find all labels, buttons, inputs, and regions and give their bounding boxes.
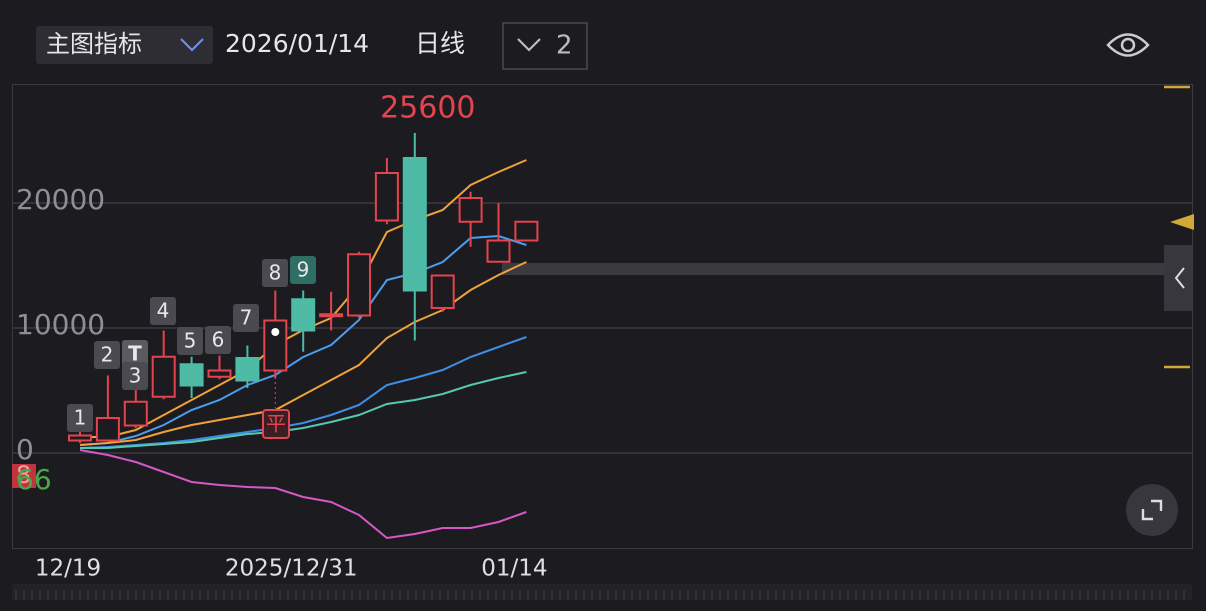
period-label: 日线: [415, 29, 465, 58]
candle-body: [207, 369, 232, 378]
candle-body: [458, 197, 483, 223]
candle-body: [402, 157, 427, 292]
marker-label: 4: [157, 299, 170, 323]
x-tick-label: 01/14: [481, 556, 547, 582]
marker-label: 6: [212, 328, 225, 352]
marker-label: 7: [240, 306, 253, 330]
marker-box: [262, 409, 290, 439]
marker-label: 2: [101, 343, 114, 367]
candle-body: [151, 355, 176, 398]
candle-body: [263, 319, 288, 372]
collapse-button[interactable]: [1164, 245, 1192, 311]
indicator-dropdown[interactable]: [36, 26, 213, 64]
price-band: [502, 263, 1192, 275]
candle-body: [68, 434, 92, 442]
y-tick-label: 20000: [16, 183, 105, 216]
candle-body: [486, 239, 511, 263]
ma-line: [79, 449, 527, 540]
candle-body: [95, 417, 120, 442]
max-label: 25600: [380, 91, 475, 126]
marker-label: 1: [74, 406, 87, 430]
candle-body: [319, 313, 344, 318]
eye-icon[interactable]: [1106, 33, 1150, 57]
count-arrow: [517, 38, 541, 52]
marker-label: 5: [184, 329, 197, 353]
chart: 0 10000 20000 12/19 2025/12/31 01/14 25600 1 2 T3…: [12, 91, 1192, 600]
marker-box: [177, 327, 203, 355]
candle-body: [430, 274, 455, 309]
ma-line: [79, 234, 527, 446]
collapse-arrow: [1174, 267, 1185, 289]
marker-box: [122, 362, 148, 390]
marker-label: T: [128, 342, 142, 366]
date-label: 2026/01/14: [225, 29, 369, 58]
side-label: 8: [16, 461, 31, 489]
marker-label: 9: [297, 258, 310, 282]
eye-outline: [1106, 33, 1150, 57]
marker-box: [122, 340, 148, 368]
x-tick-label: 2025/12/31: [225, 556, 358, 582]
marker-box: [233, 304, 259, 332]
candle-body: [291, 298, 316, 332]
marker-label: 3: [129, 364, 142, 388]
candle-body: [179, 363, 204, 387]
candle-body: [514, 220, 539, 242]
candle-body: [123, 400, 148, 427]
marker-label: 8: [269, 261, 282, 285]
marker-box: [150, 297, 176, 325]
x-tick-label: 12/19: [35, 556, 101, 582]
marker-box: [205, 326, 231, 354]
marker-box: [94, 341, 120, 369]
expand-button[interactable]: [1126, 484, 1178, 536]
side-label: 66: [16, 463, 52, 496]
y-tick-label: 0: [16, 433, 34, 466]
count-dropdown[interactable]: [502, 22, 588, 70]
marker-label: 平: [266, 412, 286, 436]
marker-box: [262, 259, 288, 287]
eye-pupil: [1120, 37, 1136, 53]
price-pointer: [1170, 214, 1194, 230]
ma-line: [80, 371, 527, 449]
y-tick-label: 10000: [16, 308, 105, 341]
marker-box: [67, 404, 93, 432]
dropdown-arrow: [180, 38, 204, 52]
signal-dot: [271, 328, 280, 336]
candle-body: [235, 357, 260, 382]
candle-body: [347, 253, 371, 317]
expand-glyph: [1141, 499, 1163, 521]
indicator-label: 主图指标: [46, 30, 142, 58]
candle-body: [374, 172, 399, 222]
marker-box: [290, 256, 316, 284]
side-label-box: [12, 464, 36, 488]
chart-frame: [12, 84, 1193, 549]
scrollbar[interactable]: [12, 584, 1192, 600]
count-label: 2: [556, 31, 573, 61]
expand-circle: [1126, 484, 1178, 536]
